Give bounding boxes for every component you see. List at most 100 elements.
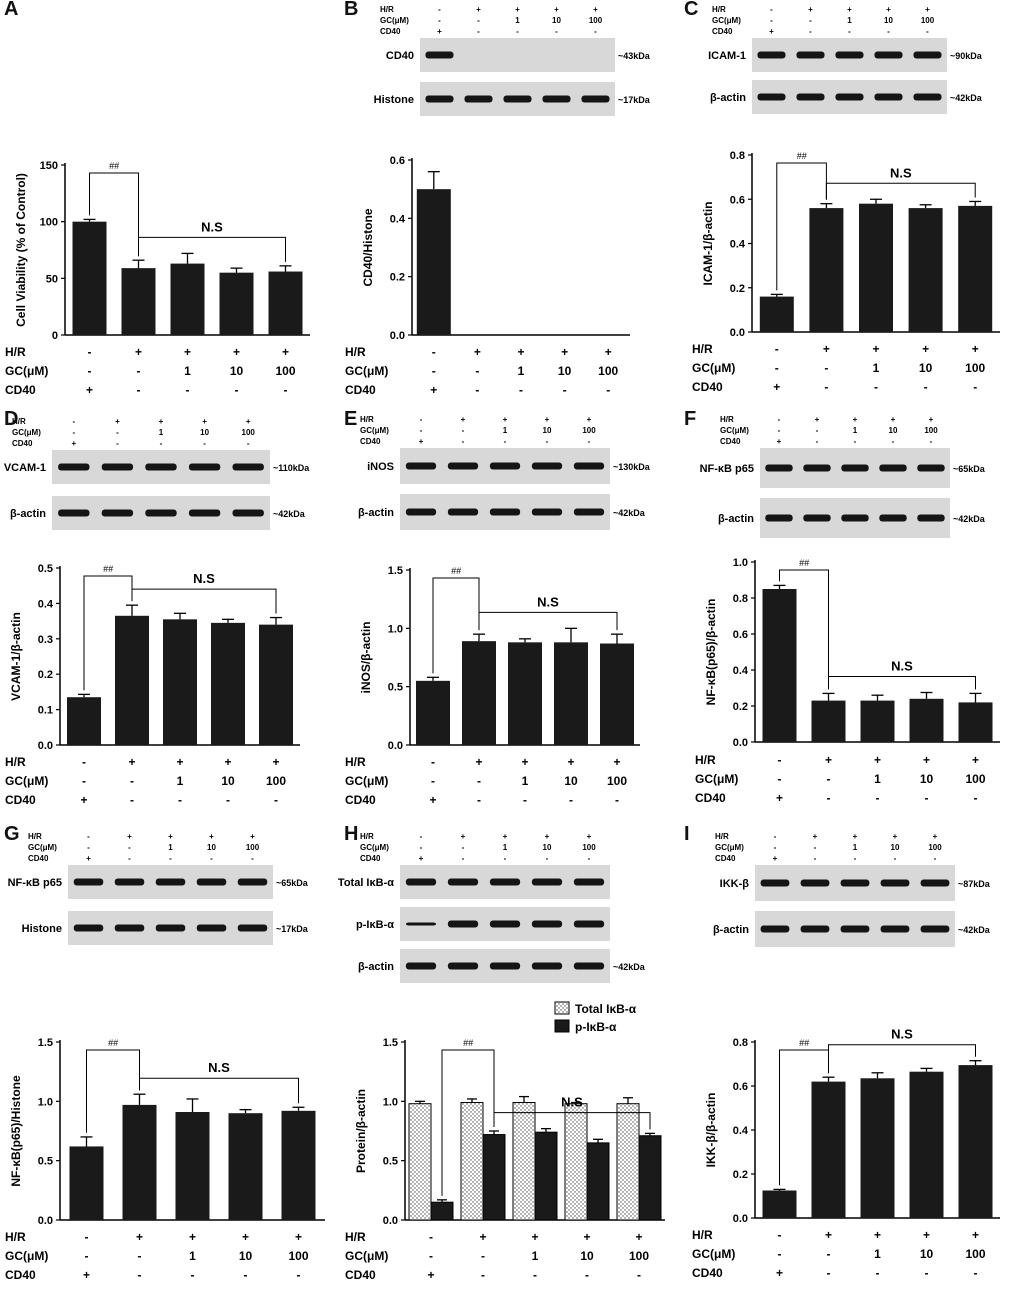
treatment-value: - [827,772,831,786]
bar [809,208,844,332]
figure-panel-g: H/R - + + + + GC(μM) - - 1 10 100 CD40 + - - - - NF-κB p65… [5,832,325,1282]
treatment-value: - [138,1249,142,1263]
blot-treatment-value: + [159,417,164,426]
blot-band [405,878,437,886]
legend-swatch [554,1019,570,1033]
bar [67,697,101,745]
blot-band [840,925,870,933]
blot-treatment-value: + [886,5,891,14]
blot-treatment-value: 1 [853,426,858,435]
blot-treatment-value: + [815,415,820,424]
blot-protein-label: VCAM-1 [4,462,46,474]
treatment-value: 1 [177,774,184,788]
treatment-label: GC(μM) [5,1249,48,1263]
treatment-value: - [606,383,610,397]
blot-protein-label: Histone [22,923,62,935]
blot-treatment-value: + [929,415,934,424]
blot-treatment-value: 10 [543,426,552,435]
blot-treatment-value: 10 [200,428,209,437]
treatment-label: CD40 [692,380,723,394]
bar [211,622,245,745]
blot-treatment-value: 10 [889,426,898,435]
treatment-label: GC(μM) [345,364,388,378]
treatment-value: + [86,383,93,397]
blot-size-label: ~42kDa [613,508,646,518]
blot-treatment-value: - [87,843,90,852]
blot-size-label: ~17kDa [276,924,309,934]
treatment-value: 1 [518,364,525,378]
panel-e: E H/R - + + + + GC(μM) - - 1 10 100 CD40 + - - - - iNOS ~13… [340,408,680,840]
blot-treatment-value: + [127,832,132,841]
bar [69,1146,104,1220]
treatment-value: 100 [275,364,295,378]
treatment-value: - [429,1230,433,1244]
y-tick-label: 0.6 [730,194,745,206]
treatment-value: 100 [965,772,985,786]
treatment-value: + [776,1266,783,1280]
blot-treatment-value: - [128,843,131,852]
blot-treatment-value: - [892,437,895,446]
blot-treatment-label: GC(μM) [380,16,409,25]
blot-treatment-value: - [87,832,90,841]
blot-band [447,920,479,928]
blot-treatment-label: CD40 [715,854,736,863]
blot-treatment-value: + [168,832,173,841]
treatment-value: - [974,1266,978,1280]
blot-treatment-value: - [116,439,119,448]
bar [909,698,944,742]
treatment-value: - [615,793,619,807]
blot-band [920,879,950,887]
panel-i: I H/R - + + + + GC(μM) - - 1 10 100 CD40 + - - - - IKK-β ~8… [680,823,1020,1280]
treatment-value: 10 [230,364,244,378]
blot-treatment-value: 100 [242,428,256,437]
blot-treatment-value: - [926,27,929,36]
y-axis-label: NF-κB(p65)/Histone [9,1075,23,1187]
blot-treatment-value: - [809,16,812,25]
blot-size-label: ~42kDa [613,962,646,972]
y-tick-label: 0.0 [733,737,748,749]
bar [163,619,197,745]
treatment-value: + [872,342,879,356]
blot-band [405,462,437,470]
blot-treatment-value: + [933,832,938,841]
blot-treatment-value: - [116,428,119,437]
blot-band [803,514,831,522]
blot-band [796,93,825,101]
treatment-value: - [432,364,436,378]
blot-treatment-label: CD40 [712,27,733,36]
blot-band [237,878,268,886]
ns-bracket [493,1112,651,1130]
y-tick-label: 1.0 [383,1096,398,1108]
blot-band [880,879,910,887]
treatment-value: + [825,1228,832,1242]
blot-band [835,93,864,101]
y-tick-label: 0.2 [733,1169,748,1181]
blot-band [757,51,786,59]
blot-size-label: ~42kDa [950,93,983,103]
blot-protein-label: NF-κB p65 [700,463,754,475]
treatment-value: - [827,1247,831,1261]
bar [811,700,846,742]
blot-band [841,464,869,472]
significance-label: ## [799,1038,810,1048]
blot-protein-label: β-actin [710,92,746,104]
blot-treatment-value: + [503,832,508,841]
bar [534,1131,558,1221]
bar [228,1113,263,1220]
treatment-value: 100 [266,774,286,788]
y-axis-label: Cell Viability (% of Control) [14,173,28,327]
ns-bracket [139,1077,299,1104]
treatment-value: - [191,1268,195,1282]
y-axis-label: ICAM-1/β-actin [701,202,715,286]
blot-protein-label: iNOS [367,461,394,473]
blot-treatment-value: 1 [503,426,508,435]
treatment-value: - [519,383,523,397]
blot-size-label: ~42kDa [953,514,986,524]
blot-treatment-value: 10 [543,843,552,852]
treatment-label: CD40 [345,1268,376,1282]
treatment-label: H/R [345,345,366,359]
blot-treatment-value: 10 [552,16,561,25]
blot-protein-label: β-actin [713,924,749,936]
blot-band [447,878,479,886]
significance-bracket [83,575,133,691]
